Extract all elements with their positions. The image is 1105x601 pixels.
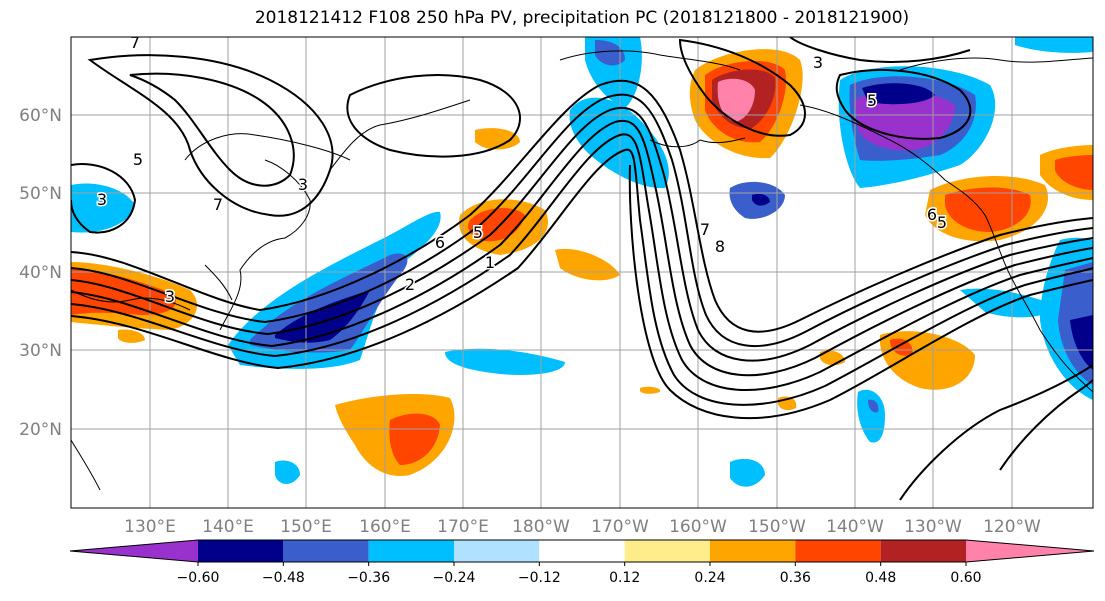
contour-value-label: 5 — [867, 91, 877, 110]
longitude-label: 130°W — [904, 517, 962, 537]
pos-small-1 — [475, 128, 520, 150]
colorbar-segment — [70, 540, 198, 562]
contour-value-label: 1 — [485, 253, 495, 272]
pos-small-5 — [640, 386, 661, 394]
contour-value-label: 3 — [813, 53, 823, 72]
longitude-label: 180°W — [512, 517, 570, 537]
colorbar-tick-label: −0.12 — [518, 570, 561, 586]
colorbar-segment — [368, 540, 454, 562]
neg-top-mid — [595, 40, 625, 66]
colorbar-segment — [198, 540, 284, 562]
colorbar-tick-label: 0.24 — [694, 570, 725, 586]
contour-value-label: 5 — [133, 150, 143, 169]
precipitation-shading — [71, 37, 1093, 487]
colorbar-tick-label: 0.60 — [950, 570, 981, 586]
contour-value-label: 3 — [97, 190, 107, 209]
longitude-label: 120°W — [983, 517, 1041, 537]
longitude-label: 130°E — [124, 517, 176, 537]
colorbar-tick-label: 0.36 — [780, 570, 811, 586]
longitude-label: 170°E — [437, 517, 489, 537]
neg-subtrop-mid — [445, 348, 565, 375]
colorbar-tick-label: −0.24 — [433, 570, 476, 586]
neg-hawaii-mid — [868, 399, 879, 413]
longitude-label: 150°E — [280, 517, 332, 537]
contour-value-label: 2 — [405, 275, 415, 294]
colorbar-segment — [795, 540, 881, 562]
colorbar-tick-label: −0.36 — [347, 570, 390, 586]
colorbar-tick-label: 0.48 — [865, 570, 896, 586]
neg-band-dark — [275, 290, 370, 343]
contour-value-label: 5 — [937, 213, 947, 232]
neg-tropic-2 — [275, 460, 300, 485]
longitude-label: 160°W — [669, 517, 727, 537]
contour-value-label: 6 — [435, 233, 445, 252]
contour-value-label: 7 — [130, 33, 140, 52]
colorbar-segment — [710, 540, 796, 562]
colorbar-tick-label: −0.48 — [262, 570, 305, 586]
colorbar-segment — [454, 540, 540, 562]
longitude-label: 170°W — [591, 517, 649, 537]
longitude-label: 140°W — [826, 517, 884, 537]
longitude-label: 140°E — [202, 517, 254, 537]
map-frame — [70, 36, 1094, 509]
latitude-label: 40°N — [19, 263, 62, 283]
colorbar-segment — [880, 540, 966, 562]
grid-lines — [71, 37, 1093, 508]
pos-alaska-pink — [717, 78, 755, 122]
longitude-label: 150°W — [748, 517, 806, 537]
latitude-label: 20°N — [19, 420, 62, 440]
colorbar-segment — [539, 540, 625, 562]
pos-canada-mid — [1055, 155, 1093, 190]
latitude-label: 30°N — [19, 341, 62, 361]
neg-west-50 — [71, 183, 135, 233]
contour-value-label: 3 — [165, 287, 175, 306]
colorbar: −0.60 −0.48 −0.36 −0.24 −0.12 0.12 0.24 0.36 0.4… — [69, 539, 1095, 586]
pos-subtrop-east-mid — [890, 338, 913, 356]
contour-value-label: 8 — [715, 237, 725, 256]
latitude-label: 60°N — [19, 106, 62, 126]
pos-japan-small — [118, 329, 145, 343]
colorbar-segment — [283, 540, 369, 562]
pos-subtrop-west-mid — [389, 413, 440, 465]
pv-contours — [71, 37, 1093, 501]
neg-gulf-dark — [862, 83, 935, 105]
neg-tropic-1 — [730, 458, 765, 487]
neg-top-right — [1015, 37, 1093, 53]
longitude-labels: 130°E 140°E 150°E 160°E 170°E 180°W 170°W 160°W… — [124, 517, 1041, 537]
coastlines — [71, 50, 1093, 491]
contour-value-label: 7 — [700, 220, 710, 239]
neg-mid-pacific-dark — [752, 193, 770, 206]
colorbar-segment — [624, 540, 710, 562]
contour-value-label: 6 — [927, 205, 937, 224]
colorbar-tick-label: 0.12 — [609, 570, 640, 586]
neg-california-dark — [1070, 315, 1093, 370]
longitude-label: 160°E — [359, 517, 411, 537]
latitude-labels: 60°N 50°N 40°N 30°N 20°N — [19, 106, 62, 440]
contour-value-label: 5 — [473, 223, 483, 242]
neg-aleutian — [569, 97, 669, 189]
colorbar-tick-label: −0.60 — [177, 570, 220, 586]
contour-value-label: 7 — [213, 195, 223, 214]
colorbar-segment — [966, 540, 1094, 562]
latitude-label: 50°N — [19, 184, 62, 204]
contour-value-label: 3 — [298, 175, 308, 194]
pos-westus-mid — [945, 187, 1031, 232]
map-title: 2018121412 F108 250 hPa PV, precipitatio… — [254, 8, 910, 28]
